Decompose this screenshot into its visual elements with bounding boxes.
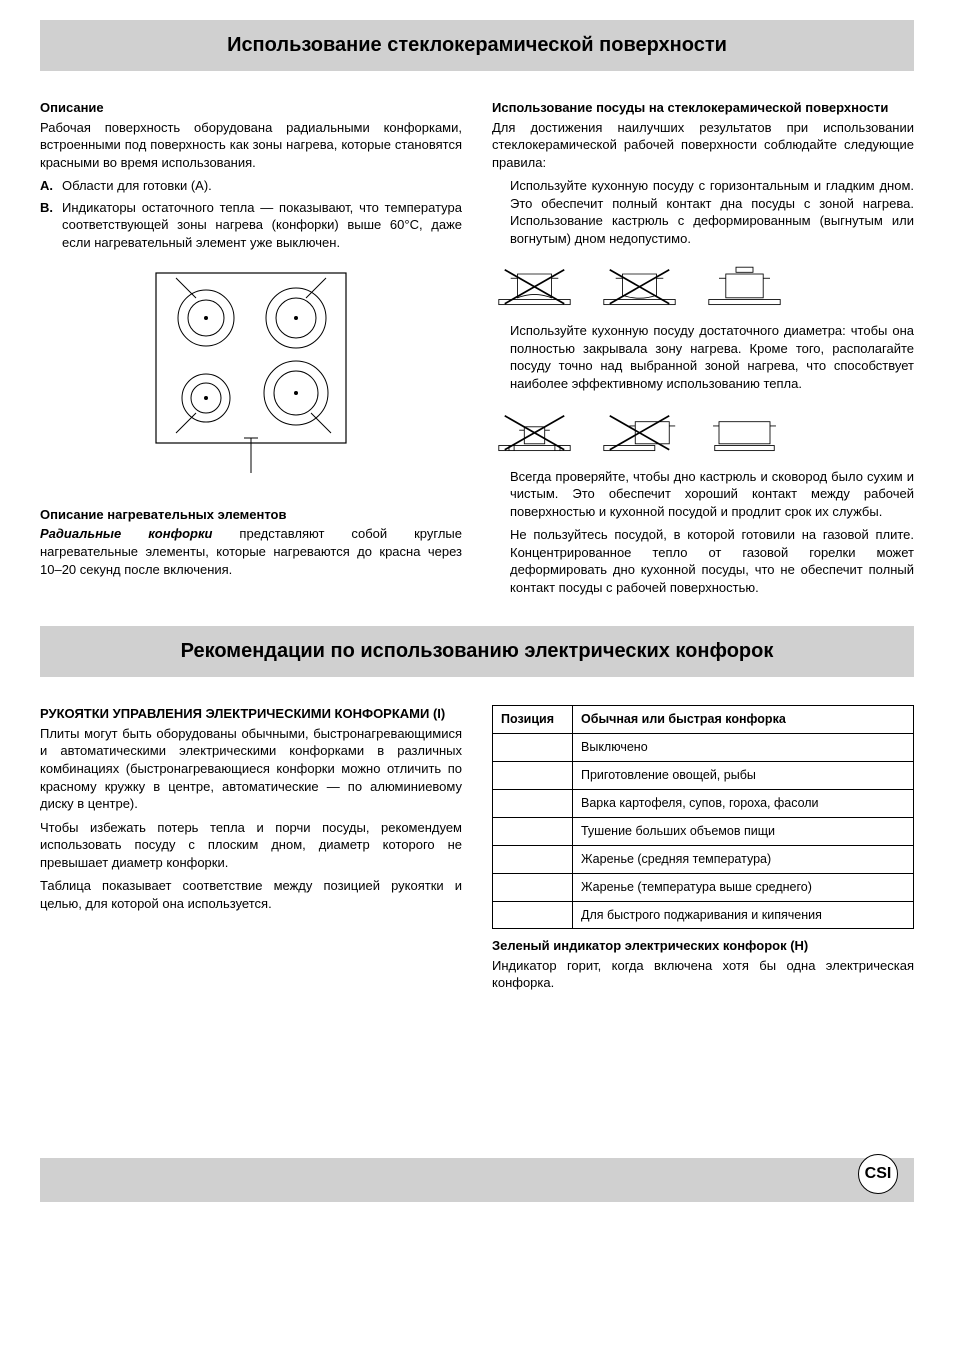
pot-offcenter-bad-icon xyxy=(597,401,682,456)
table-cell-description: Для быстрого поджаривания и кипячения xyxy=(573,901,914,929)
pot-small-bad-icon xyxy=(492,401,577,456)
heading-knobs: РУКОЯТКИ УПРАВЛЕНИЯ ЭЛЕКТРИЧЕСКИМИ КОНФО… xyxy=(40,705,462,723)
table-header-position: Позиция xyxy=(493,706,573,734)
cooktop-diagram xyxy=(40,263,462,488)
cookware-dry: Всегда проверяйте, чтобы дно кастрюль и … xyxy=(510,468,914,521)
table-cell-position xyxy=(493,817,573,845)
table-cell-position xyxy=(493,762,573,790)
table-cell-position xyxy=(493,790,573,818)
icon-row-1 xyxy=(492,255,914,310)
right-column: Использование посуды на стеклокерамическ… xyxy=(492,99,914,602)
table-cell-description: Варка картофеля, супов, гороха, фасоли xyxy=(573,790,914,818)
cookware-intro: Для достижения наилучших результатов при… xyxy=(492,119,914,172)
list-item-b: B. Индикаторы остаточного тепла — показы… xyxy=(40,199,462,252)
icon-row-2 xyxy=(492,401,914,456)
list-text-b: Индикаторы остаточного тепла — показываю… xyxy=(62,199,462,252)
section-banner-2: Рекомендации по использованию электричес… xyxy=(40,626,914,677)
table-cell-position xyxy=(493,845,573,873)
table-row: Тушение больших объемов пищи xyxy=(493,817,914,845)
pot-convex-bad-icon xyxy=(492,255,577,310)
desc-paragraph: Рабочая поверхность оборудована радиальн… xyxy=(40,119,462,172)
columns-section-2: РУКОЯТКИ УПРАВЛЕНИЯ ЭЛЕКТРИЧЕСКИМИ КОНФО… xyxy=(40,705,914,998)
cookware-flat: Используйте кухонную посуду с горизонтал… xyxy=(510,177,914,247)
table-row: Приготовление овощей, рыбы xyxy=(493,762,914,790)
cookware-diameter: Используйте кухонную посуду достаточного… xyxy=(510,322,914,392)
table-cell-description: Жаренье (температура выше среднего) xyxy=(573,873,914,901)
table-cell-description: Выключено xyxy=(573,734,914,762)
heading-description: Описание xyxy=(40,99,462,117)
list-item-a: A. Области для готовки (A). xyxy=(40,177,462,195)
table-cell-description: Тушение больших объемов пищи xyxy=(573,817,914,845)
csi-logo: CSI xyxy=(858,1154,898,1194)
green-indicator-text: Индикатор горит, когда включена хотя бы … xyxy=(492,957,914,992)
list-label-b: B. xyxy=(40,199,62,252)
pot-flat-good-icon xyxy=(702,255,787,310)
sec2-right-column: Позиция Обычная или быстрая конфорка Вык… xyxy=(492,705,914,998)
table-cell-position xyxy=(493,873,573,901)
table-cell-description: Приготовление овощей, рыбы xyxy=(573,762,914,790)
columns-section-1: Описание Рабочая поверхность оборудована… xyxy=(40,99,914,602)
knobs-p1: Плиты могут быть оборудованы обычными, б… xyxy=(40,725,462,813)
list-text-a: Области для готовки (A). xyxy=(62,177,462,195)
left-column: Описание Рабочая поверхность оборудована… xyxy=(40,99,462,602)
heading-cookware: Использование посуды на стеклокерамическ… xyxy=(492,99,914,117)
table-cell-description: Жаренье (средняя температура) xyxy=(573,845,914,873)
heading-green-indicator: Зеленый индикатор электрических конфорок… xyxy=(492,937,914,955)
section-banner-1: Использование стеклокерамической поверхн… xyxy=(40,20,914,71)
table-cell-position xyxy=(493,901,573,929)
sec2-left-column: РУКОЯТКИ УПРАВЛЕНИЯ ЭЛЕКТРИЧЕСКИМИ КОНФО… xyxy=(40,705,462,998)
table-row: Для быстрого поджаривания и кипячения xyxy=(493,901,914,929)
page-footer: CSI xyxy=(40,1158,914,1202)
knobs-p3: Таблица показывает соответствие между по… xyxy=(40,877,462,912)
heating-paragraph: Радиальные конфорки представляют собой к… xyxy=(40,525,462,578)
table-row: Жаренье (температура выше среднего) xyxy=(493,873,914,901)
heading-heating-elements: Описание нагревательных элементов xyxy=(40,506,462,524)
table-row: Варка картофеля, супов, гороха, фасоли xyxy=(493,790,914,818)
list-label-a: A. xyxy=(40,177,62,195)
settings-table: Позиция Обычная или быстрая конфорка Вык… xyxy=(492,705,914,929)
table-row: Жаренье (средняя температура) xyxy=(493,845,914,873)
pot-centered-good-icon xyxy=(702,401,787,456)
pot-concave-bad-icon xyxy=(597,255,682,310)
table-header-description: Обычная или быстрая конфорка xyxy=(573,706,914,734)
radial-bold: Радиальные конфорки xyxy=(40,526,213,541)
table-row: Выключено xyxy=(493,734,914,762)
table-cell-position xyxy=(493,734,573,762)
cookware-gas: Не пользуйтесь посудой, в которой готови… xyxy=(510,526,914,596)
knobs-p2: Чтобы избежать потерь тепла и порчи посу… xyxy=(40,819,462,872)
